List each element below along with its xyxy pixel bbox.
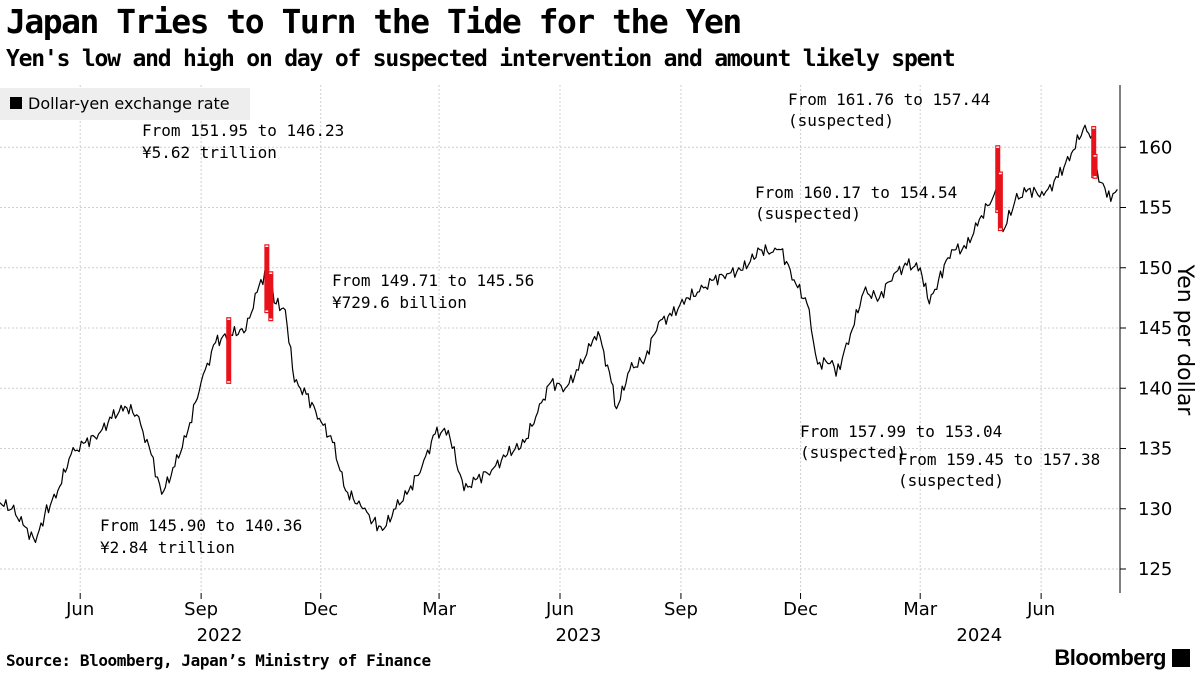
series-line-0 bbox=[0, 124, 1118, 544]
y-tick-label-160: 160 bbox=[1138, 137, 1172, 158]
y-tick-label-155: 155 bbox=[1138, 198, 1172, 219]
intervention-layer bbox=[226, 126, 1098, 384]
annotation-a6-line2: (suspected) bbox=[800, 443, 906, 462]
annotation-a5-line1: From 160.17 to 154.54 bbox=[755, 183, 957, 202]
legend: Dollar-yen exchange rate bbox=[0, 88, 250, 120]
intervention-bar-1 bbox=[264, 244, 270, 314]
x-tick-label-4: Jun bbox=[545, 599, 574, 620]
x-tick-label-8: Jun bbox=[1026, 599, 1055, 620]
y-tick-label-135: 135 bbox=[1138, 439, 1172, 460]
line-layer bbox=[0, 124, 1118, 544]
annotation-a7-line2: (suspected) bbox=[898, 471, 1004, 490]
annotation-a5-line2: (suspected) bbox=[755, 204, 861, 223]
annotation-a4-line2: (suspected) bbox=[788, 111, 894, 130]
legend-background bbox=[0, 88, 250, 120]
year-label-2024: 2024 bbox=[956, 625, 1002, 646]
y-tick-label-125: 125 bbox=[1138, 559, 1172, 580]
axis-layer: 125 130 135 140 145 150 155 160 Jun Sep Dec Mar Jun S… bbox=[65, 85, 1172, 646]
annotation-a1-line2: ¥5.62 trillion bbox=[142, 143, 277, 162]
brand-logo: Bloomberg bbox=[1054, 645, 1190, 671]
x-tick-label-1: Sep bbox=[184, 599, 218, 620]
annotation-a2-line2: ¥729.6 billion bbox=[332, 293, 467, 312]
annotation-a3-line2: ¥2.84 trillion bbox=[100, 538, 235, 557]
annotation-a4-line1: From 161.76 to 157.44 bbox=[788, 90, 990, 109]
intervention-bar-0 bbox=[226, 317, 232, 384]
source-note: Source: Bloomberg, Japan’s Ministry of F… bbox=[6, 651, 431, 670]
chart-title: Japan Tries to Turn the Tide for the Yen bbox=[6, 2, 742, 41]
annotation-a7-line1: From 159.45 to 157.38 bbox=[898, 450, 1100, 469]
x-tick-label-2: Dec bbox=[303, 599, 338, 620]
chart-subtitle: Yen's low and high on day of suspected i… bbox=[6, 46, 956, 72]
y-tick-label-145: 145 bbox=[1138, 318, 1172, 339]
y-tick-label-130: 130 bbox=[1138, 499, 1172, 520]
annotations: From 151.95 to 146.23 ¥5.62 trillion Fro… bbox=[100, 90, 1100, 557]
intervention-bar-5 bbox=[1091, 126, 1097, 179]
x-tick-label-7: Mar bbox=[903, 599, 938, 620]
x-tick-label-5: Sep bbox=[664, 599, 698, 620]
annotation-a1-line1: From 151.95 to 146.23 bbox=[142, 121, 344, 140]
legend-swatch bbox=[10, 97, 22, 109]
brand-name: Bloomberg bbox=[1054, 645, 1166, 670]
x-tick-label-6: Dec bbox=[783, 599, 818, 620]
x-tick-label-3: Mar bbox=[422, 599, 457, 620]
year-label-2023: 2023 bbox=[555, 625, 601, 646]
intervention-bar-3 bbox=[995, 145, 1001, 214]
legend-label: Dollar-yen exchange rate bbox=[28, 94, 230, 113]
y-tick-label-140: 140 bbox=[1138, 378, 1172, 399]
year-label-2022: 2022 bbox=[197, 625, 243, 646]
intervention-bar-6 bbox=[1092, 153, 1098, 179]
brand-square-icon bbox=[1172, 649, 1190, 667]
y-tick-label-150: 150 bbox=[1138, 258, 1172, 279]
intervention-bar-4 bbox=[997, 171, 1003, 232]
annotation-a3-line1: From 145.90 to 140.36 bbox=[100, 516, 302, 535]
intervention-bar-2 bbox=[268, 271, 274, 322]
x-tick-label-0: Jun bbox=[65, 599, 94, 620]
y-axis-label: Yen per dollar bbox=[1172, 264, 1197, 417]
annotation-a6-line1: From 157.99 to 153.04 bbox=[800, 422, 1002, 441]
grid-layer bbox=[0, 85, 1120, 593]
annotation-a2-line1: From 149.71 to 145.56 bbox=[332, 271, 534, 290]
